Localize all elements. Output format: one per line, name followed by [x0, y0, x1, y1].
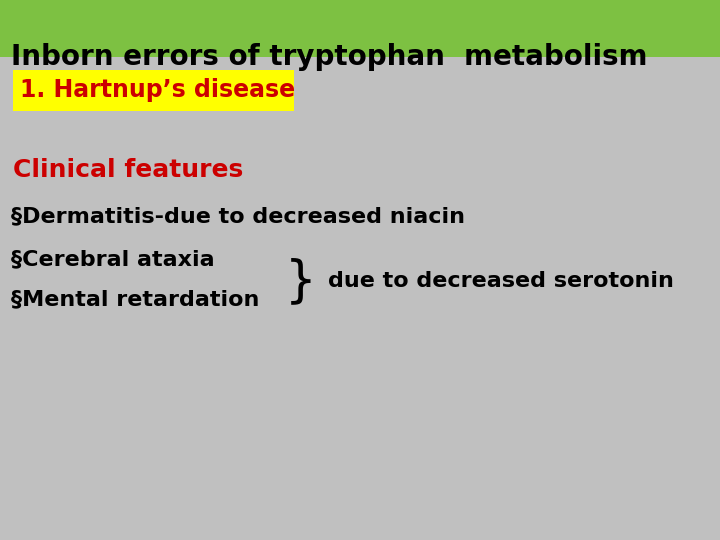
FancyBboxPatch shape [13, 70, 294, 111]
Text: §Dermatitis-due to decreased niacin: §Dermatitis-due to decreased niacin [11, 206, 465, 226]
Text: 1. Hartnup’s disease: 1. Hartnup’s disease [20, 78, 295, 103]
Text: due to decreased serotonin: due to decreased serotonin [328, 271, 673, 291]
FancyBboxPatch shape [0, 0, 720, 57]
Text: §Cerebral ataxia: §Cerebral ataxia [11, 249, 215, 269]
Text: Inborn errors of tryptophan  metabolism: Inborn errors of tryptophan metabolism [11, 43, 647, 71]
Text: }: } [284, 257, 316, 305]
Text: Clinical features: Clinical features [13, 158, 243, 182]
Text: §Mental retardation: §Mental retardation [11, 289, 259, 310]
